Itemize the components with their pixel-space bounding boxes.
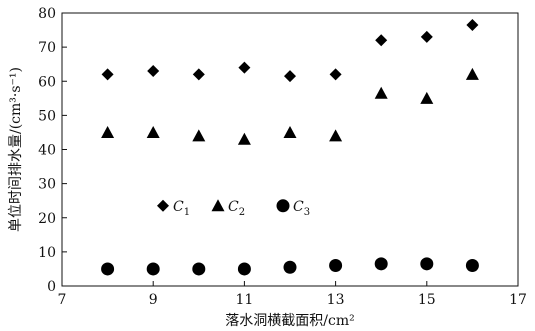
diamond-point-series-1	[420, 30, 433, 43]
triangle-point-series-2	[329, 129, 343, 142]
y-tick-label: 0	[47, 279, 56, 295]
diamond-point-series-1	[329, 68, 342, 81]
plot-frame	[61, 12, 519, 287]
y-tick-label: 30	[38, 177, 56, 193]
circle-point-series-3	[374, 257, 388, 271]
x-tick-label: 13	[327, 292, 345, 308]
x-axis-ticks: 7 9 11 13 15 17	[58, 281, 527, 308]
circle-point-series-3	[329, 259, 343, 273]
x-tick-label: 7	[58, 292, 67, 308]
x-tick-label: 9	[149, 292, 158, 308]
diamond-point-series-1	[101, 68, 114, 81]
x-axis-title: 落水洞横截面积/cm²	[225, 313, 354, 329]
diamond-point-series-1	[284, 70, 296, 83]
circle-point-series-3	[146, 262, 160, 276]
triangle-point-series-2	[101, 125, 115, 138]
triangle-point-series-2	[192, 129, 206, 142]
axes	[61, 12, 519, 287]
y-tick-label: 70	[38, 40, 56, 56]
legend-marker-diamond	[157, 199, 169, 212]
diamond-point-series-1	[192, 68, 205, 81]
x-tick-label: 17	[509, 292, 527, 308]
triangle-point-series-2	[283, 125, 297, 138]
y-tick-label: 40	[38, 143, 56, 159]
diamond-point-series-1	[147, 65, 160, 78]
legend: C1 C2 C3	[157, 199, 310, 218]
legend-label-series-1: C1	[173, 199, 190, 218]
diamond-point-series-1	[238, 61, 251, 74]
x-tick-label: 11	[235, 292, 253, 308]
legend-marker-circle	[276, 199, 290, 213]
circle-point-series-3	[237, 262, 251, 276]
y-axis-ticks: 0 10 20 30 40 50 60 70 80	[38, 6, 67, 295]
legend-label-series-2: C2	[228, 199, 245, 218]
triangle-point-series-2	[420, 91, 434, 104]
triangle-point-series-2	[465, 67, 479, 80]
x-tick-label: 15	[418, 292, 436, 308]
circle-point-series-3	[420, 257, 434, 271]
circle-point-series-3	[465, 259, 479, 273]
triangle-point-series-2	[146, 125, 160, 138]
circle-point-series-3	[192, 262, 206, 276]
y-tick-label: 10	[38, 245, 56, 261]
diamond-point-series-1	[375, 34, 388, 47]
triangle-point-series-2	[237, 132, 251, 145]
legend-marker-triangle	[211, 199, 225, 212]
y-axis-title: 单位时间排水量/(cm³·s⁻¹)	[8, 67, 24, 232]
circle-point-series-3	[101, 262, 115, 276]
circle-point-series-3	[283, 260, 297, 274]
legend-label-series-3: C3	[293, 199, 310, 218]
y-tick-label: 60	[38, 74, 56, 90]
triangle-point-series-2	[374, 86, 388, 99]
y-tick-label: 50	[38, 108, 56, 124]
diamond-point-series-1	[466, 18, 479, 31]
y-tick-label: 80	[38, 6, 56, 22]
data-points	[101, 18, 479, 276]
y-tick-label: 20	[38, 211, 56, 227]
